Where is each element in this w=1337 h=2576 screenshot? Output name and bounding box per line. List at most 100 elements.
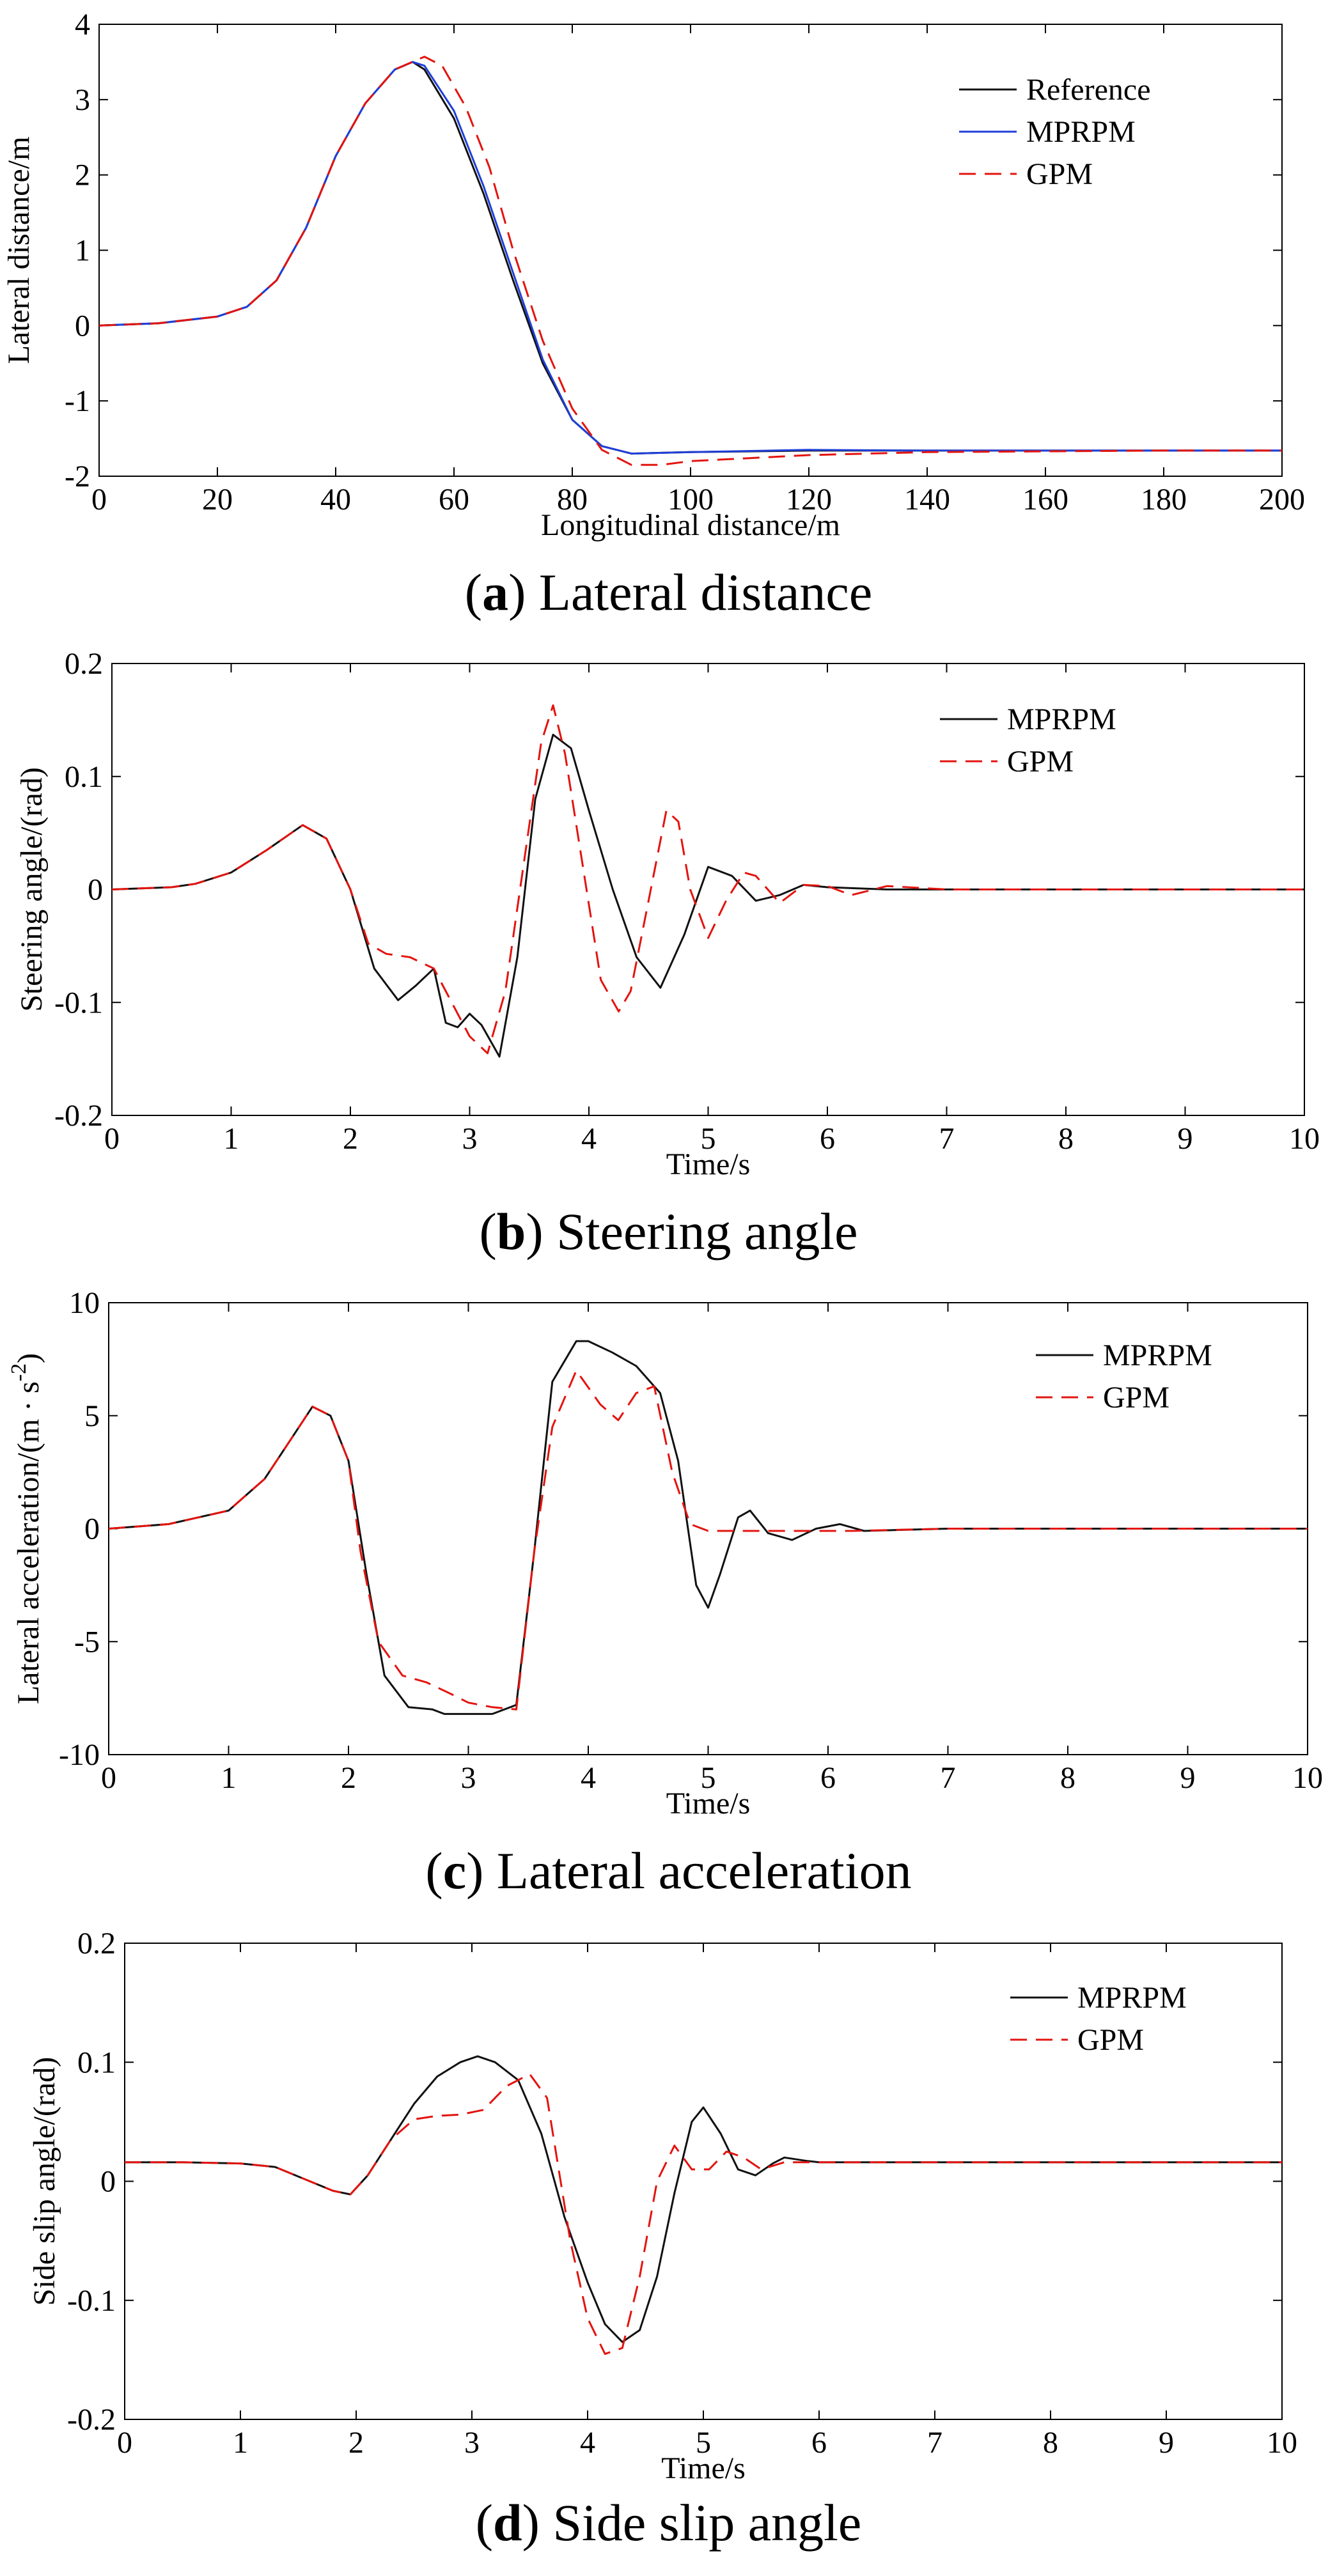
series-line-gpm: [98, 56, 1282, 466]
x-tick-label: 100: [668, 483, 714, 516]
chart-lateral-distance: 0 20 40 60 80 100 120 140 160 180 200 -2 -1 0 1 2 3 4 Long…: [2, 8, 1305, 542]
y-axis-label: Lateral acceleration/(m · s-2): [7, 1353, 45, 1704]
y-tick-label: 10: [69, 1286, 100, 1320]
series-line-mprpm: [111, 733, 1304, 1058]
x-tick-label: 6: [820, 1122, 835, 1156]
y-tick-label: 3: [75, 83, 90, 117]
x-tick-label: 8: [1043, 2426, 1058, 2460]
x-tick-label: 0: [91, 483, 107, 516]
y-tick-label: -10: [59, 1738, 100, 1772]
legend-label-mprpm: MPRPM: [1103, 1338, 1212, 1372]
x-tick-label: 2: [341, 1761, 356, 1795]
x-tick-label: 8: [1060, 1761, 1075, 1795]
y-axis-label: Steering angle/(rad): [15, 767, 49, 1012]
y-tick-label: -0.1: [67, 2284, 116, 2318]
x-tick-label: 60: [439, 483, 469, 516]
x-tick-label: 7: [927, 2426, 942, 2460]
x-tick-label: 80: [557, 483, 588, 516]
y-tick-label: -2: [65, 460, 90, 493]
x-tick-label: 1: [224, 1122, 239, 1156]
y-tick-label: 0.2: [65, 647, 103, 681]
series-line-gpm: [125, 2073, 1282, 2355]
x-axis-label: Time/s: [661, 2451, 746, 2485]
x-tick-label: 10: [1289, 1122, 1320, 1156]
y-tick-label: 0: [75, 309, 90, 343]
legend-label-mprpm: MPRPM: [1077, 1981, 1187, 2015]
x-tick-label: 180: [1141, 483, 1187, 516]
y-tick-label: 0.1: [77, 2045, 116, 2079]
x-tick-label: 5: [701, 1122, 716, 1156]
chart-side-slip-angle: 0 1 2 3 4 5 6 7 8 9 10 -0.2 -0.1 0 0.1 0.2 Time/s Side sl…: [27, 1927, 1297, 2485]
x-tick-label: 0: [101, 1761, 116, 1795]
x-axis-label: Longitudinal distance/m: [541, 508, 840, 542]
x-tick-label: 7: [941, 1761, 956, 1795]
x-tick-label: 4: [580, 2426, 595, 2460]
x-tick-label: 6: [820, 1761, 836, 1795]
y-axis-label: Side slip angle/(rad): [27, 2057, 61, 2306]
chart-lateral-acceleration: 0 1 2 3 4 5 6 7 8 9 10 -10 -5 0 5 10 Time/s Lateral accel…: [7, 1286, 1323, 1820]
x-axis-label: Time/s: [666, 1147, 751, 1181]
legend-label-mprpm: MPRPM: [1026, 115, 1136, 149]
y-tick-label: 0: [88, 873, 103, 907]
x-tick-label: 4: [581, 1761, 596, 1795]
y-tick-label: 2: [75, 159, 90, 192]
x-tick-label: 0: [117, 2426, 132, 2460]
y-tick-label: -0.2: [67, 2403, 116, 2437]
y-axis-label: Lateral distance/m: [2, 137, 36, 364]
x-tick-label: 120: [786, 483, 832, 516]
y-tick-label: -0.2: [54, 1099, 103, 1133]
legend-label-reference: Reference: [1026, 73, 1151, 107]
x-tick-label: 1: [221, 1761, 237, 1795]
x-tick-label: 9: [1178, 1122, 1193, 1156]
x-tick-label: 3: [461, 1761, 476, 1795]
x-tick-label: 40: [320, 483, 351, 516]
panel-lateral-acceleration: 0 1 2 3 4 5 6 7 8 9 10 -10 -5 0 5 10 Time/s Lateral accel…: [0, 1278, 1337, 1918]
chart-steering-angle: 0 1 2 3 4 5 6 7 8 9 10 -0.2 -0.1 0 0.1 0.2 Time/s Steerin…: [15, 647, 1320, 1181]
x-tick-label: 9: [1180, 1761, 1196, 1795]
x-tick-label: 4: [581, 1122, 597, 1156]
x-tick-label: 6: [811, 2426, 827, 2460]
y-tick-label: 0.1: [65, 760, 103, 794]
x-tick-label: 10: [1292, 1761, 1323, 1795]
y-tick-label: 4: [75, 8, 90, 42]
panel-steering-angle: 0 1 2 3 4 5 6 7 8 9 10 -0.2 -0.1 0 0.1 0.2 Time/s Steerin…: [0, 639, 1337, 1278]
legend-label-gpm: GPM: [1103, 1381, 1169, 1415]
x-axis-label: Time/s: [666, 1787, 751, 1820]
legend-label-gpm: GPM: [1077, 2023, 1144, 2057]
x-tick-label: 8: [1058, 1122, 1074, 1156]
legend-label-gpm: GPM: [1026, 157, 1093, 191]
x-tick-label: 2: [348, 2426, 364, 2460]
series-line-gpm: [108, 1369, 1308, 1711]
legend-label-mprpm: MPRPM: [1007, 702, 1116, 736]
x-tick-label: 160: [1022, 483, 1068, 516]
caption-c: (c) Lateral acceleration: [425, 1842, 912, 1900]
x-tick-label: 3: [464, 2426, 480, 2460]
y-tick-label: 0: [100, 2165, 116, 2199]
panel-lateral-distance: 0 20 40 60 80 100 120 140 160 180 200 -2 -1 0 1 2 3 4 Long…: [0, 0, 1337, 639]
y-tick-label: 0: [84, 1512, 100, 1546]
x-tick-label: 1: [233, 2426, 248, 2460]
y-tick-label: -1: [65, 384, 90, 418]
x-tick-label: 20: [202, 483, 233, 516]
series-line-gpm: [111, 704, 1304, 1055]
x-tick-label: 7: [939, 1122, 955, 1156]
y-tick-label: 0.2: [77, 1927, 116, 1960]
x-tick-label: 5: [701, 1761, 716, 1795]
series-line-mprpm: [125, 2055, 1282, 2343]
caption-d: (d) Side slip angle: [475, 2494, 862, 2552]
y-tick-label: 1: [75, 234, 90, 268]
y-tick-label: 5: [84, 1399, 100, 1433]
y-tick-label: -0.1: [54, 986, 103, 1020]
y-tick-label: -5: [74, 1625, 100, 1659]
x-tick-label: 9: [1159, 2426, 1174, 2460]
legend-label-gpm: GPM: [1007, 745, 1074, 779]
caption-b: (b) Steering angle: [479, 1202, 858, 1261]
x-tick-label: 140: [904, 483, 950, 516]
x-tick-label: 2: [343, 1122, 358, 1156]
panel-side-slip-angle: 0 1 2 3 4 5 6 7 8 9 10 -0.2 -0.1 0 0.1 0.2 Time/s Side sl…: [0, 1918, 1337, 2576]
x-tick-label: 10: [1267, 2426, 1297, 2460]
caption-a: (a) Lateral distance: [464, 563, 873, 621]
x-tick-label: 3: [462, 1122, 478, 1156]
x-tick-label: 0: [104, 1122, 120, 1156]
x-tick-label: 5: [696, 2426, 711, 2460]
